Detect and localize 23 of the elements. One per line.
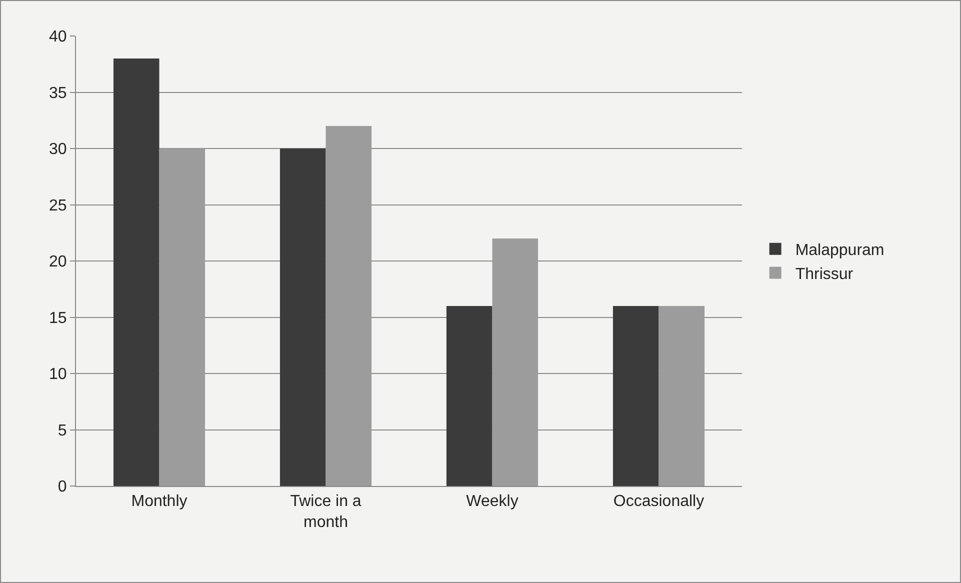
y-tick-label: 10 <box>49 366 67 384</box>
y-tick-label: 15 <box>49 310 67 327</box>
y-tick-label: 0 <box>58 478 67 496</box>
bar <box>113 58 160 486</box>
x-tick-label: Twice in a month <box>290 493 362 531</box>
x-tick-label: Occasionally <box>613 493 704 510</box>
bar <box>492 238 538 486</box>
y-tick-label: 5 <box>58 422 67 440</box>
bar <box>658 306 705 486</box>
y-tick-label: 30 <box>49 141 67 158</box>
bar <box>446 306 492 486</box>
bar <box>280 148 326 486</box>
y-tick-label: 20 <box>49 254 67 271</box>
x-tick-label: Monthly <box>131 493 188 510</box>
y-tick-label: 35 <box>49 84 67 102</box>
x-tick-label: Weekly <box>466 493 518 510</box>
y-tick-label: 40 <box>49 28 67 46</box>
bar <box>326 126 372 486</box>
y-tick-label: 25 <box>49 197 67 214</box>
legend-label: Malappuram <box>795 242 884 260</box>
bar <box>612 306 659 486</box>
bar <box>159 148 206 486</box>
legend-label: Thrissur <box>795 266 854 283</box>
